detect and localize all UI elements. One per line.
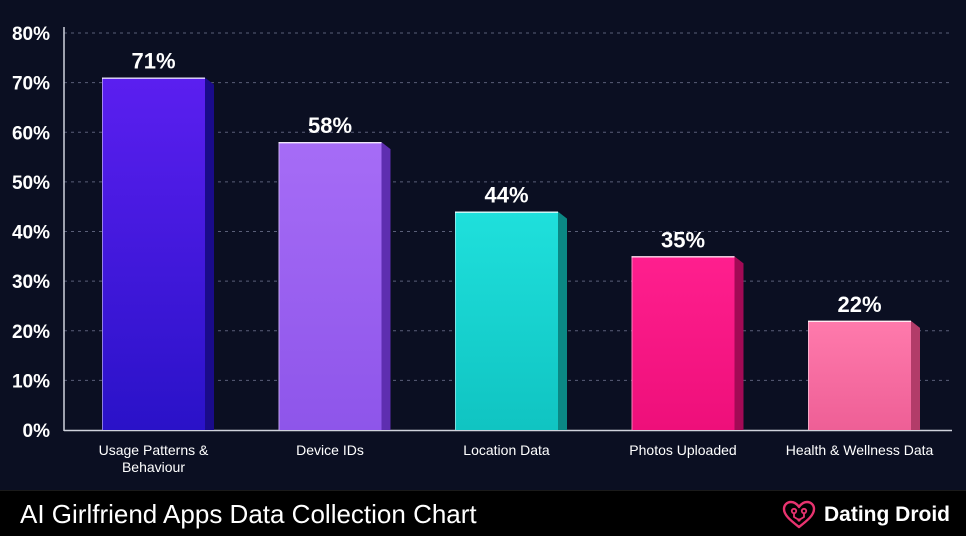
bar-group: [455, 211, 567, 430]
category-label-line: Behaviour: [122, 459, 185, 475]
bar-side: [911, 320, 920, 430]
category-label: Health & Wellness Data: [786, 442, 934, 458]
y-tick-label: 20%: [12, 322, 50, 343]
axes: [63, 27, 952, 432]
category-label: Device IDs: [296, 442, 364, 458]
y-tick-label: 80%: [12, 24, 50, 45]
y-tick-label: 60%: [12, 123, 50, 144]
bar-side: [558, 211, 567, 430]
heart-circuit-icon: [782, 500, 816, 529]
y-tick-label: 50%: [12, 173, 50, 194]
bar-group: [278, 141, 391, 431]
category-label-line: Usage Patterns &: [99, 442, 209, 458]
bar-group: [631, 256, 744, 430]
bars: [102, 77, 920, 431]
value-label: 22%: [837, 292, 881, 317]
y-tick-label: 10%: [12, 371, 50, 392]
category-label-line: Device IDs: [296, 442, 364, 458]
bar: [278, 142, 382, 431]
bar-chart: 0% 10% 20% 30% 40% 50% 60% 70% 80% 71% 58% 44% 35% 2…: [12, 24, 952, 475]
bar-side: [734, 256, 744, 430]
chart-title: AI Girlfriend Apps Data Collection Chart: [20, 499, 477, 529]
category-label-line: Location Data: [463, 442, 550, 458]
y-tick-label: 30%: [12, 272, 50, 293]
category-label: Location Data: [463, 442, 550, 458]
brand-name: Dating Droid: [824, 503, 950, 526]
y-tick-label: 70%: [12, 74, 50, 95]
bar-group: [102, 77, 214, 430]
bar-group: [808, 320, 920, 430]
category-label-line: Photos Uploaded: [629, 442, 736, 458]
bar: [808, 320, 911, 430]
bar: [455, 211, 558, 430]
brand-logo: Dating Droid: [782, 500, 950, 530]
category-labels: Usage Patterns & Behaviour Device IDs Locat…: [99, 442, 934, 475]
y-tick-label: 0%: [23, 421, 51, 442]
bar-side: [205, 77, 214, 430]
category-label-line: Health & Wellness Data: [786, 442, 934, 458]
bar: [631, 256, 735, 430]
footer-bar: AI Girlfriend Apps Data Collection Chart…: [0, 490, 966, 536]
y-tick-label: 40%: [12, 223, 50, 244]
bar: [102, 77, 205, 430]
value-label: 44%: [484, 183, 528, 208]
value-label: 35%: [661, 227, 705, 252]
category-label: Photos Uploaded: [629, 442, 736, 458]
bar-side: [381, 142, 391, 431]
category-label: Usage Patterns & Behaviour: [99, 442, 209, 475]
y-tick-labels: 0% 10% 20% 30% 40% 50% 60% 70% 80%: [12, 24, 50, 442]
value-labels: 71% 58% 44% 35% 22%: [131, 49, 881, 317]
value-label: 71%: [131, 49, 175, 74]
value-label: 58%: [308, 113, 352, 138]
